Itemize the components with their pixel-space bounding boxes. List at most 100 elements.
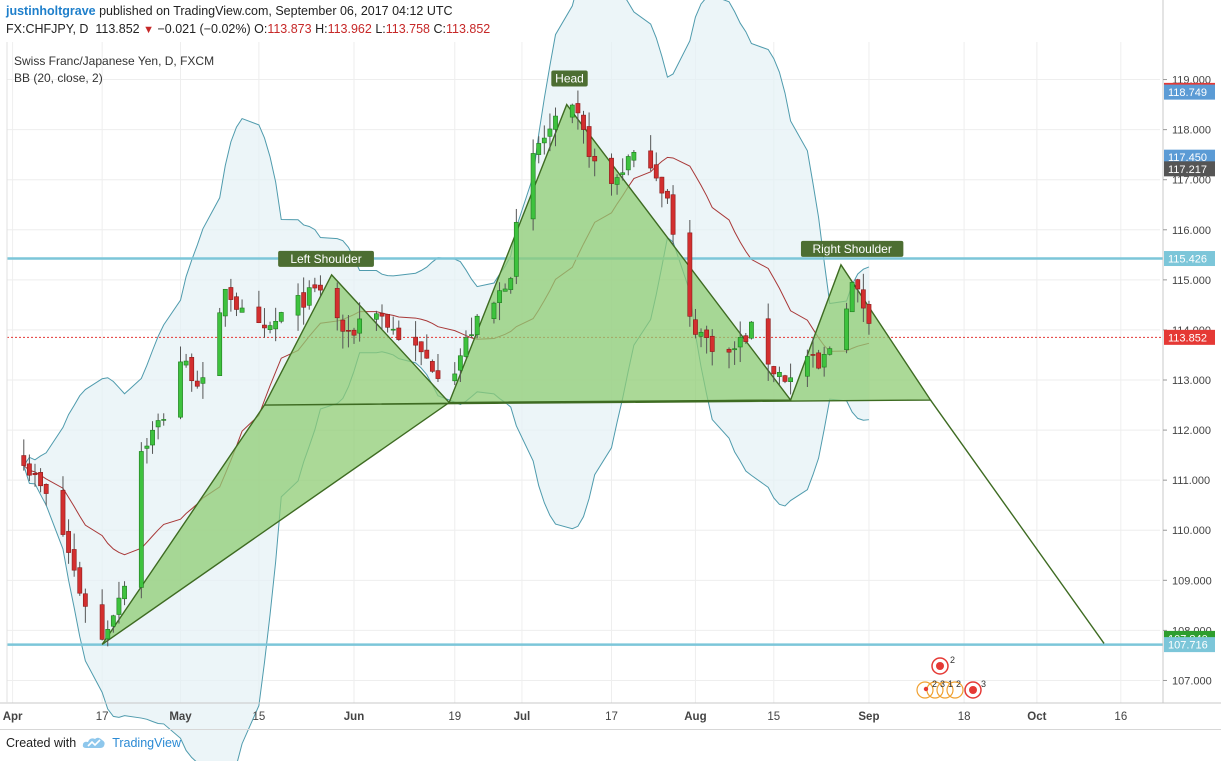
candle-body	[614, 177, 620, 185]
candle-body	[508, 278, 514, 290]
candle	[491, 301, 497, 324]
candle-body	[855, 279, 861, 290]
author-link[interactable]: justinholtgrave	[6, 4, 96, 18]
pattern-label-bg	[551, 70, 588, 87]
candle-body	[816, 352, 821, 369]
candle	[200, 362, 206, 399]
candle-body	[374, 313, 379, 320]
candle-body	[704, 329, 710, 338]
candle-body	[183, 360, 189, 366]
event-markers[interactable]: 2 2 3 1 2 3	[916, 655, 986, 699]
candle-body	[150, 429, 155, 446]
time-tick-label: 17	[605, 711, 618, 723]
candle-body	[301, 292, 307, 308]
candle-body	[306, 287, 312, 306]
candle-body	[810, 354, 816, 356]
candle-body	[435, 370, 441, 379]
candle	[390, 316, 396, 335]
indicator-legend[interactable]: BB (20, close, 2)	[14, 71, 103, 85]
candle	[38, 468, 43, 493]
candle	[586, 112, 592, 168]
candle	[110, 614, 116, 633]
candle-body	[138, 451, 144, 588]
price-label-bg	[1164, 329, 1215, 345]
candle	[267, 321, 273, 334]
candle	[138, 442, 144, 599]
candle	[463, 330, 469, 358]
price-label-text: 118.749	[1168, 87, 1207, 99]
candle	[222, 288, 228, 327]
axes: 107.000108.000109.000110.000111.000112.0…	[0, 0, 1221, 723]
price-label: 115.426	[1164, 251, 1215, 267]
candle	[469, 317, 474, 339]
event-count: 3	[981, 679, 986, 689]
candle-body	[771, 366, 777, 375]
candle	[161, 413, 167, 426]
publish-line: justinholtgrave published on TradingView…	[6, 4, 453, 18]
candle	[670, 185, 676, 245]
candle-body	[273, 320, 279, 330]
candle-body	[161, 419, 167, 421]
candle	[32, 463, 38, 487]
candle-body	[581, 114, 586, 130]
price-label-text: 107.716	[1168, 640, 1208, 652]
candle	[536, 136, 542, 164]
candle-body	[200, 377, 206, 384]
candle-body	[569, 104, 575, 118]
time-tick-label: 16	[1114, 711, 1127, 723]
candle-body	[743, 335, 749, 342]
candle-body	[144, 445, 150, 449]
candle-body	[418, 341, 424, 353]
candle-body	[379, 312, 385, 317]
price-label-text: 113.852	[1168, 332, 1207, 344]
candle-body	[413, 336, 418, 346]
candle	[698, 328, 704, 348]
head-and-shoulders-pattern[interactable]: Left Shoulder Head Right Shoulder	[101, 70, 1105, 645]
candle-body	[513, 222, 519, 277]
candle-body	[122, 585, 127, 600]
candle-body	[749, 321, 754, 339]
price-tick-label: 110.000	[1172, 525, 1211, 537]
time-tick-label: Oct	[1027, 711, 1046, 723]
price-tick-label: 111.000	[1172, 475, 1210, 487]
candle-body	[463, 337, 469, 357]
candle	[99, 589, 105, 641]
candle	[547, 113, 553, 152]
candle	[105, 620, 111, 647]
pattern-label-text: Right Shoulder	[812, 242, 891, 256]
candle-body	[267, 325, 273, 330]
event-count: 2	[950, 655, 955, 665]
candle-body	[821, 354, 827, 368]
earnings-circle	[936, 681, 954, 699]
candle	[732, 341, 738, 365]
pattern-label: Left Shoulder	[278, 250, 374, 267]
projection-line	[929, 399, 1105, 644]
candle-body	[239, 307, 245, 313]
event-dot	[936, 662, 944, 670]
candle-body	[155, 420, 161, 428]
candle	[273, 307, 279, 342]
time-tick-label: Jul	[514, 711, 531, 723]
candle	[816, 349, 821, 370]
candle	[374, 310, 379, 331]
candle-body	[340, 319, 346, 332]
candle	[776, 366, 782, 386]
candle-body	[457, 355, 463, 371]
price-tick-label: 109.000	[1172, 575, 1212, 587]
time-tick-label: Aug	[684, 711, 706, 723]
symbol: FX:CHFJPY, D	[6, 22, 89, 36]
candle-body	[586, 126, 592, 157]
tradingview-link[interactable]: TradingView	[112, 736, 181, 750]
high-label: H:	[315, 22, 328, 36]
candle-body	[110, 615, 116, 627]
down-arrow-icon: ▼	[143, 24, 155, 36]
candle	[144, 438, 150, 464]
candle-body	[228, 287, 234, 300]
candle-body	[346, 329, 351, 332]
candle	[508, 276, 514, 294]
candle-body	[452, 373, 458, 382]
quote-line: FX:CHFJPY, D 113.852 ▼ −0.021 (−0.02%) O…	[6, 22, 490, 36]
candle-body	[609, 157, 614, 184]
